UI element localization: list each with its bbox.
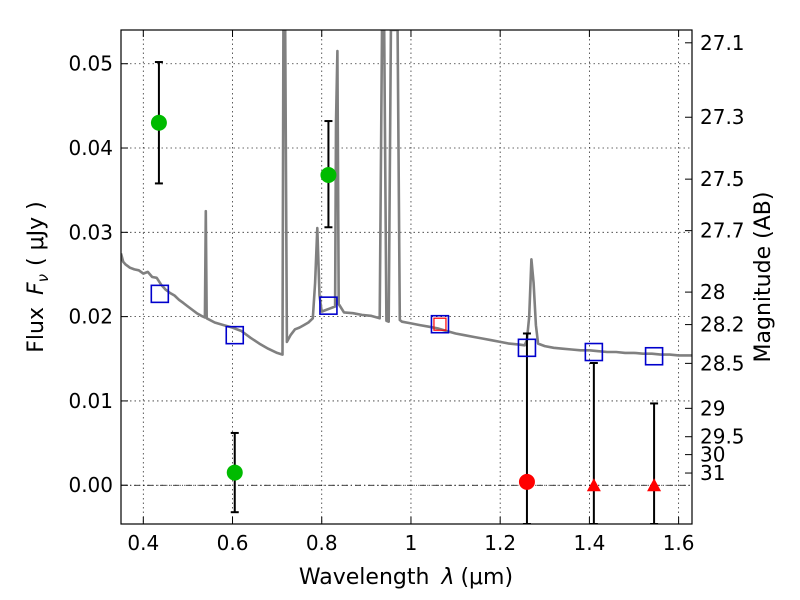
x-tick-label: 1 [405, 531, 418, 555]
x-tick-label: 0.8 [306, 531, 338, 555]
x-axis-ticks: 0.4 0.6 0.8 1 1.2 1.4 1.6 [127, 30, 695, 555]
detection-point [150, 114, 167, 131]
upper-limit-triangle [647, 478, 662, 492]
x-tick-label: 1.4 [573, 531, 605, 555]
model-phot-square [150, 284, 170, 304]
y-tick-label: 0.01 [68, 389, 113, 413]
detection-point [320, 166, 337, 183]
y-tick-label: 0.00 [68, 473, 113, 497]
y-axis-label: FluxFν( μJy ) [24, 201, 52, 352]
mag-tick-label: 27.7 [700, 219, 745, 243]
mag-tick-label: 27.1 [700, 31, 745, 55]
y-tick-label: 0.03 [68, 220, 113, 244]
mag-tick-label: 27.3 [700, 105, 745, 129]
mag-tick-label: 30 [700, 443, 725, 467]
error-bars [154, 61, 659, 524]
model-phot-square [584, 342, 604, 362]
x-axis-label: Wavelength λ (μm) [299, 565, 513, 590]
model-phot-square [319, 296, 338, 315]
mag-tick-label: 29 [700, 396, 725, 420]
x-tick-label: 0.4 [127, 531, 159, 555]
y-tick-label: 0.05 [68, 52, 113, 76]
mag-tick-label: 28.5 [700, 351, 745, 375]
mag-tick-label: 28 [700, 280, 725, 304]
mag-tick-label: 29.5 [700, 425, 745, 449]
plot-frame [120, 29, 693, 525]
model-phot-square [517, 338, 537, 358]
nondetection-point [518, 473, 535, 490]
model-spectrum-line [121, 30, 692, 357]
mag-tick-label: 27.5 [700, 167, 745, 191]
magnitude-axis-label: Magnitude (AB) [751, 192, 776, 363]
y-tick-label: 0.04 [68, 136, 113, 160]
mag-tick-label: 28.2 [700, 313, 745, 337]
y-tick-label: 0.02 [68, 305, 113, 329]
model-phot-square [225, 325, 245, 345]
x-tick-label: 0.6 [217, 531, 249, 555]
x-tick-label: 1.6 [663, 531, 695, 555]
highlight-square [433, 317, 447, 331]
y-axis-ticks: 0.00 0.01 0.02 0.03 0.04 0.05 [68, 52, 128, 497]
model-spectrum [121, 30, 692, 357]
mag-tick-label: 31 [700, 461, 725, 485]
upper-limit-triangle [586, 478, 601, 492]
observed-points [150, 114, 662, 492]
model-phot-square [644, 346, 664, 366]
model-phot-square [430, 314, 450, 334]
x-tick-label: 1.2 [484, 531, 516, 555]
model-photometry [150, 284, 664, 366]
detection-point [226, 464, 243, 481]
